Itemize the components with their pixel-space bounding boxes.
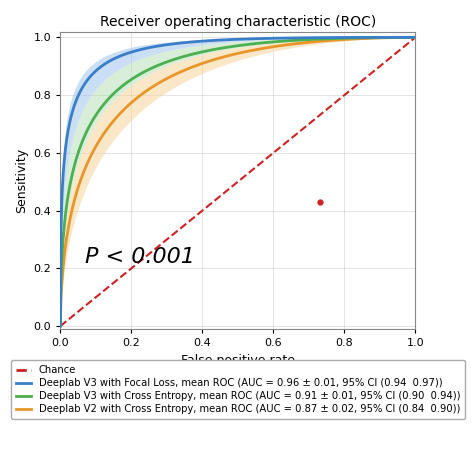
Title: Receiver operating characteristic (ROC): Receiver operating characteristic (ROC)	[100, 15, 376, 29]
Line: Deeplab V3 with Focal Loss, mean ROC (AUC = 0.96 ± 0.01, 95% CI (0.94  0.97)): Deeplab V3 with Focal Loss, mean ROC (AU…	[60, 37, 415, 326]
Line: Deeplab V3 with Cross Entropy, mean ROC (AUC = 0.91 ± 0.01, 95% CI (0.90  0.94)): Deeplab V3 with Cross Entropy, mean ROC …	[60, 37, 415, 326]
Text: P < 0.001: P < 0.001	[85, 247, 195, 266]
Deeplab V3 with Focal Loss, mean ROC (AUC = 0.96 ± 0.01, 95% CI (0.94  0.97))	[412, 34, 418, 40]
Line: Deeplab V2 with Cross Entropy, mean ROC (AUC = 0.87 ± 0.02, 95% CI (0.84  0.90)): Deeplab V2 with Cross Entropy, mean ROC …	[60, 37, 415, 326]
Deeplab V3 with Focal Loss, mean ROC (AUC = 0.96 ± 0.01, 95% CI (0.94  0.97))	[404, 34, 410, 40]
Deeplab V3 with Focal Loss, mean ROC (AUC = 0.96 ± 0.01, 95% CI (0.94  0.97))	[269, 35, 274, 41]
Deeplab V3 with Focal Loss, mean ROC (AUC = 0.96 ± 0.01, 95% CI (0.94  0.97))	[226, 37, 232, 42]
Deeplab V3 with Cross Entropy, mean ROC (AUC = 0.91 ± 0.01, 95% CI (0.90  0.94))	[412, 34, 418, 40]
Deeplab V2 with Cross Entropy, mean ROC (AUC = 0.87 ± 0.02, 95% CI (0.84  0.90))	[250, 47, 255, 53]
Deeplab V3 with Cross Entropy, mean ROC (AUC = 0.91 ± 0.01, 95% CI (0.90  0.94))	[228, 44, 234, 49]
Deeplab V3 with Focal Loss, mean ROC (AUC = 0.96 ± 0.01, 95% CI (0.94  0.97))	[250, 36, 255, 41]
Deeplab V3 with Cross Entropy, mean ROC (AUC = 0.91 ± 0.01, 95% CI (0.90  0.94))	[250, 41, 255, 47]
Y-axis label: Sensitivity: Sensitivity	[15, 148, 28, 213]
X-axis label: False positive rate: False positive rate	[181, 353, 295, 367]
Deeplab V3 with Cross Entropy, mean ROC (AUC = 0.91 ± 0.01, 95% CI (0.90  0.94))	[226, 44, 232, 50]
Deeplab V2 with Cross Entropy, mean ROC (AUC = 0.87 ± 0.02, 95% CI (0.84  0.90))	[269, 44, 274, 50]
Deeplab V2 with Cross Entropy, mean ROC (AUC = 0.87 ± 0.02, 95% CI (0.84  0.90))	[226, 53, 232, 58]
Deeplab V2 with Cross Entropy, mean ROC (AUC = 0.87 ± 0.02, 95% CI (0.84  0.90))	[228, 52, 234, 58]
Deeplab V3 with Cross Entropy, mean ROC (AUC = 0.91 ± 0.01, 95% CI (0.90  0.94))	[57, 323, 63, 329]
Deeplab V3 with Cross Entropy, mean ROC (AUC = 0.91 ± 0.01, 95% CI (0.90  0.94))	[404, 34, 410, 40]
Deeplab V2 with Cross Entropy, mean ROC (AUC = 0.87 ± 0.02, 95% CI (0.84  0.90))	[57, 323, 63, 329]
Deeplab V2 with Cross Entropy, mean ROC (AUC = 0.87 ± 0.02, 95% CI (0.84  0.90))	[348, 36, 354, 42]
Deeplab V3 with Focal Loss, mean ROC (AUC = 0.96 ± 0.01, 95% CI (0.94  0.97))	[228, 37, 234, 42]
Deeplab V2 with Cross Entropy, mean ROC (AUC = 0.87 ± 0.02, 95% CI (0.84  0.90))	[412, 34, 418, 40]
Deeplab V3 with Cross Entropy, mean ROC (AUC = 0.91 ± 0.01, 95% CI (0.90  0.94))	[348, 35, 354, 41]
Deeplab V3 with Focal Loss, mean ROC (AUC = 0.96 ± 0.01, 95% CI (0.94  0.97))	[57, 323, 63, 329]
Deeplab V3 with Cross Entropy, mean ROC (AUC = 0.91 ± 0.01, 95% CI (0.90  0.94))	[269, 39, 274, 45]
Deeplab V3 with Focal Loss, mean ROC (AUC = 0.96 ± 0.01, 95% CI (0.94  0.97))	[348, 35, 354, 40]
Legend: Chance, Deeplab V3 with Focal Loss, mean ROC (AUC = 0.96 ± 0.01, 95% CI (0.94  0: Chance, Deeplab V3 with Focal Loss, mean…	[10, 360, 465, 419]
Deeplab V2 with Cross Entropy, mean ROC (AUC = 0.87 ± 0.02, 95% CI (0.84  0.90))	[404, 35, 410, 40]
